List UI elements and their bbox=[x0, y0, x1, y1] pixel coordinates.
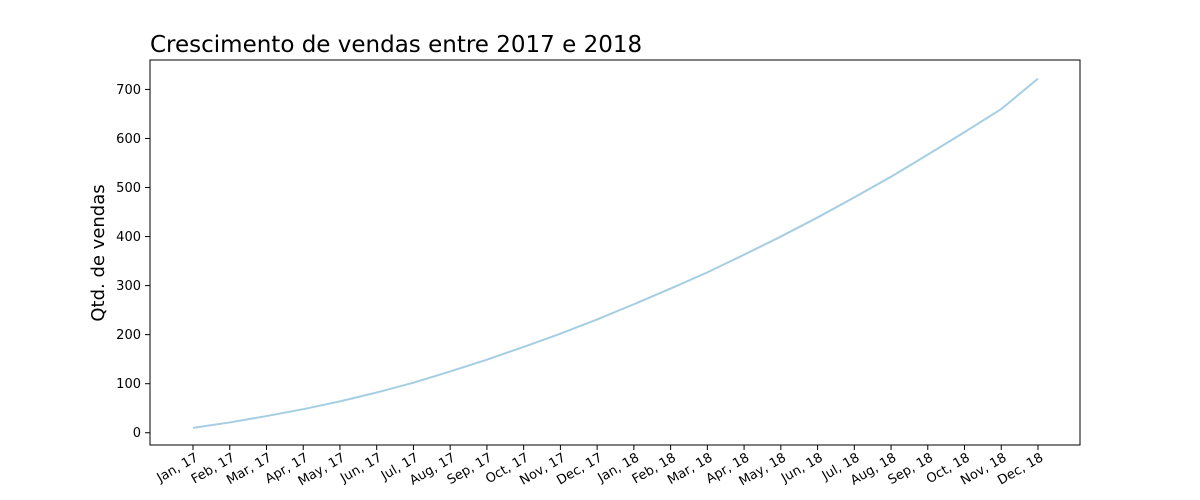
x-tick-label: Jun, 18 bbox=[778, 450, 825, 486]
plot-series bbox=[192, 77, 1039, 429]
series-line bbox=[192, 77, 1039, 429]
chart-title: Crescimento de vendas entre 2017 e 2018 bbox=[150, 32, 642, 58]
y-tick-label: 600 bbox=[116, 132, 141, 147]
y-tick-label: 700 bbox=[116, 83, 141, 98]
x-tick-label: Jun, 17 bbox=[337, 450, 384, 486]
plot-frame bbox=[149, 59, 1081, 446]
y-tick-label: 0 bbox=[133, 426, 141, 441]
y-tick-label: 100 bbox=[116, 377, 141, 392]
y-tick-label: 300 bbox=[116, 279, 141, 294]
y-axis: 0 100 200 300 400 500 600 700 bbox=[116, 83, 150, 441]
y-tick-label: 400 bbox=[116, 230, 141, 245]
y-axis-label: Qtd. de vendas bbox=[88, 184, 109, 321]
y-tick-label: 500 bbox=[116, 181, 141, 196]
y-tick-label: 200 bbox=[116, 328, 141, 343]
